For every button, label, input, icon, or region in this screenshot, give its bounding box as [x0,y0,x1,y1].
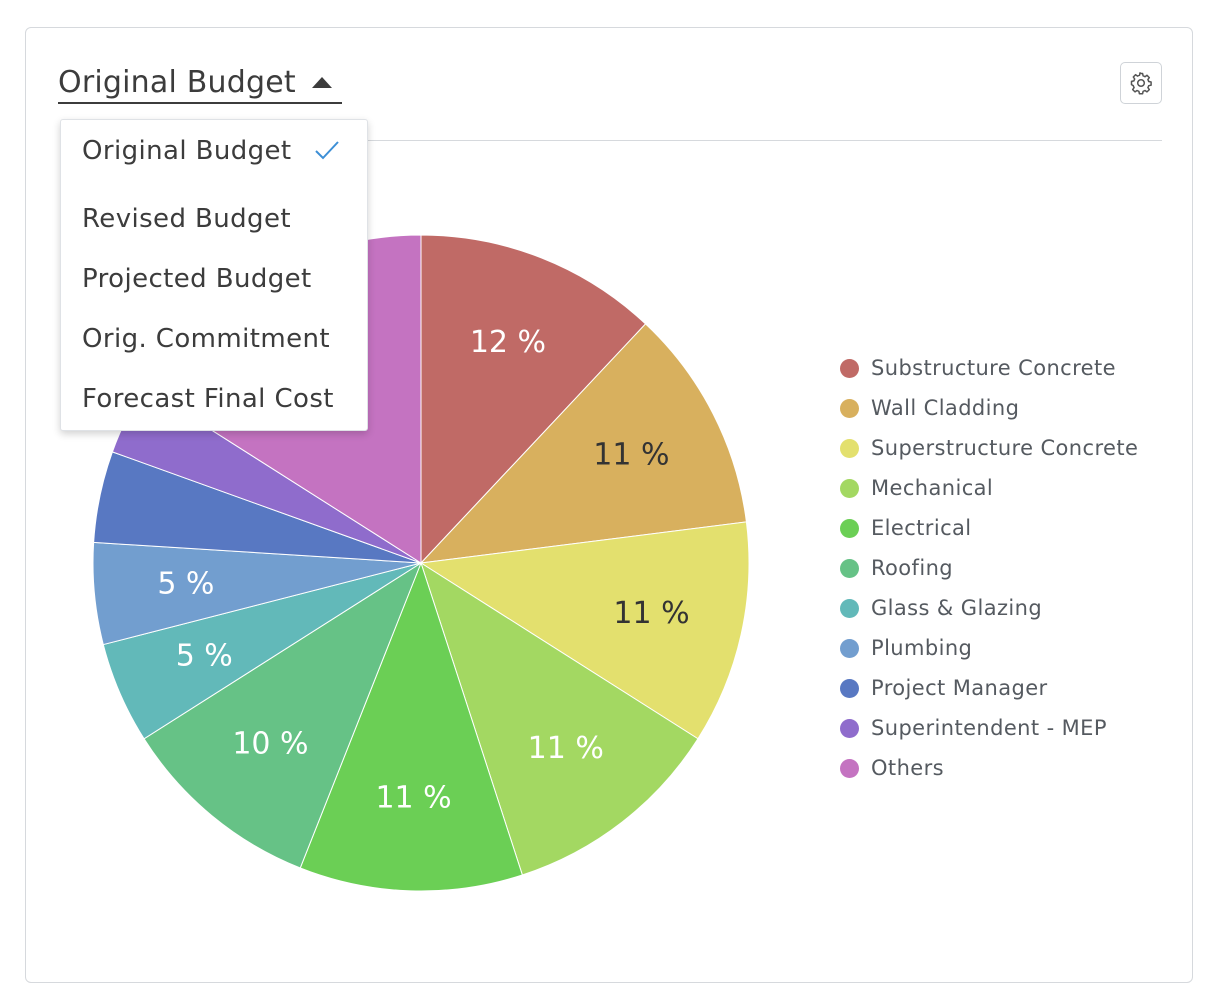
settings-button[interactable] [1120,62,1162,104]
legend-swatch [840,438,859,458]
legend-label: Mechanical [871,476,994,500]
option-orig-commitment[interactable]: Orig. Commitment [61,311,367,367]
legend-label: Superintendent - MEP [871,716,1107,740]
legend-item-glass-and-glazing[interactable]: Glass & Glazing [840,588,1138,628]
chart-legend: Substructure Concrete Wall Cladding Supers… [840,348,1138,788]
checkmark-icon [315,141,339,160]
slice-label-roofing: 10 % [232,726,308,761]
legend-label: Plumbing [871,636,973,660]
legend-item-mechanical[interactable]: Mechanical [840,468,1138,508]
option-label: Revised Budget [82,204,291,234]
legend-swatch [840,358,859,378]
gear-icon [1130,72,1152,95]
legend-item-others[interactable]: Others [840,748,1138,788]
slice-label-substructure-concrete: 12 % [470,325,546,360]
slice-label-mechanical: 11 % [528,731,604,766]
legend-label: Others [871,756,944,780]
budget-type-selected: Original Budget [58,64,296,100]
legend-item-wall-cladding[interactable]: Wall Cladding [840,388,1138,428]
legend-item-superstructure-concrete[interactable]: Superstructure Concrete [840,428,1138,468]
legend-item-project-manager[interactable]: Project Manager [840,668,1138,708]
legend-swatch [840,718,859,738]
legend-item-electrical[interactable]: Electrical [840,508,1138,548]
legend-label: Glass & Glazing [871,596,1043,620]
legend-label: Substructure Concrete [871,356,1116,380]
option-label: Projected Budget [82,264,312,294]
pie-slice-mechanical[interactable] [420,561,699,876]
legend-swatch [840,758,859,778]
option-revised-budget[interactable]: Revised Budget [61,191,367,247]
option-projected-budget[interactable]: Projected Budget [61,251,367,307]
slice-label-glass-and-glazing: 5 % [176,638,233,673]
option-label: Orig. Commitment [82,324,330,354]
slice-label-superstructure-concrete: 11 % [613,596,689,631]
legend-label: Wall Cladding [871,396,1020,420]
budget-type-dropdown: Original Budget Revised Budget Projected… [60,119,368,431]
legend-swatch [840,598,859,618]
legend-label: Roofing [871,556,954,580]
legend-swatch [840,558,859,578]
header-divider [366,140,1162,141]
legend-item-plumbing[interactable]: Plumbing [840,628,1138,668]
slice-label-wall-cladding: 11 % [593,437,669,472]
option-forecast-final-cost[interactable]: Forecast Final Cost [61,371,367,427]
budget-type-select[interactable]: Original Budget [58,62,342,104]
legend-label: Project Manager [871,676,1048,700]
option-original-budget[interactable]: Original Budget [61,123,367,179]
legend-label: Electrical [871,516,972,540]
pie-slice-superstructure-concrete[interactable] [419,521,750,740]
legend-swatch [840,398,859,418]
option-label: Forecast Final Cost [82,384,334,414]
legend-swatch [840,478,859,498]
legend-item-roofing[interactable]: Roofing [840,548,1138,588]
legend-swatch [840,518,859,538]
pie-slice-wall-cladding[interactable] [419,323,747,564]
legend-swatch [840,638,859,658]
caret-up-icon [311,76,332,88]
legend-item-superintendent-mep[interactable]: Superintendent - MEP [840,708,1138,748]
slice-label-plumbing: 5 % [157,567,214,602]
pie-slice-electrical[interactable] [299,561,523,892]
legend-label: Superstructure Concrete [871,436,1139,460]
pie-slice-substructure-concrete[interactable] [420,234,647,565]
legend-item-substructure-concrete[interactable]: Substructure Concrete [840,348,1138,388]
slice-label-electrical: 11 % [375,781,451,816]
option-label: Original Budget [82,136,292,166]
legend-swatch [840,678,859,698]
pie-slice-roofing[interactable] [143,561,423,869]
